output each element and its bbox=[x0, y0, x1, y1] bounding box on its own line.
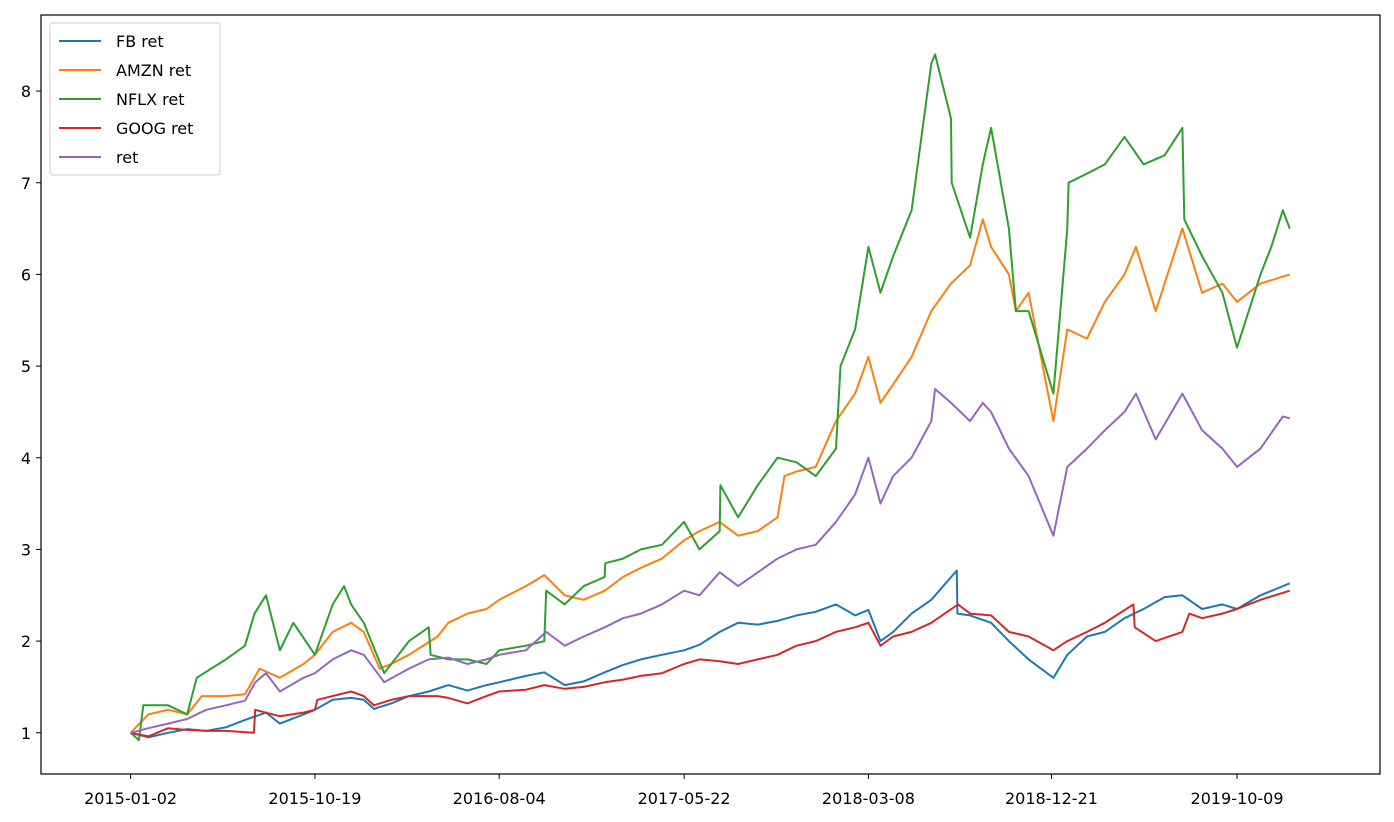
legend-label: ret bbox=[116, 148, 138, 167]
x-tick-label: 2018-12-21 bbox=[1005, 789, 1098, 808]
y-tick-label: 5 bbox=[21, 357, 31, 376]
y-tick-label: 8 bbox=[21, 82, 31, 101]
x-tick-label: 2016-08-04 bbox=[453, 789, 546, 808]
legend-box bbox=[49, 22, 221, 176]
y-tick-label: 4 bbox=[21, 449, 31, 468]
y-tick-label: 7 bbox=[21, 174, 31, 193]
series-line-1 bbox=[129, 218, 1291, 734]
legend: FB ret AMZN ret NFLX ret GOOG ret ret bbox=[49, 22, 221, 176]
legend-label: NFLX ret bbox=[116, 90, 184, 109]
y-tick-label: 1 bbox=[21, 724, 31, 743]
x-axis: 2015-01-02 2015-10-19 2016-08-04 2017-05-22… bbox=[84, 774, 1284, 808]
legend-label: GOOG ret bbox=[116, 119, 193, 138]
x-tick-label: 2015-10-19 bbox=[268, 789, 361, 808]
series-layer bbox=[129, 53, 1291, 742]
y-tick-label: 2 bbox=[21, 632, 31, 651]
series-line-4 bbox=[130, 388, 1291, 734]
series-line-2 bbox=[129, 53, 1291, 742]
legend-label: AMZN ret bbox=[116, 61, 191, 80]
x-tick-label: 2018-03-08 bbox=[822, 789, 915, 808]
legend-label: FB ret bbox=[116, 32, 164, 51]
y-tick-label: 6 bbox=[21, 265, 31, 284]
series-line-0 bbox=[130, 569, 1291, 739]
y-tick-label: 3 bbox=[21, 540, 31, 559]
series-line-3 bbox=[130, 589, 1291, 738]
x-tick-label: 2019-10-09 bbox=[1191, 789, 1284, 808]
plot-frame bbox=[40, 14, 1381, 775]
x-tick-label: 2015-01-02 bbox=[84, 789, 177, 808]
y-axis: 1 2 3 4 5 6 7 8 bbox=[21, 82, 41, 743]
x-tick-label: 2017-05-22 bbox=[638, 789, 731, 808]
